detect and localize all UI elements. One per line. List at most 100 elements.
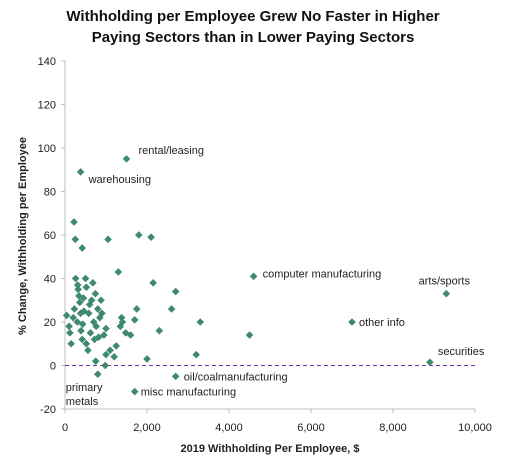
data-point xyxy=(426,358,434,367)
y-tick-label: 0 xyxy=(50,361,56,373)
x-tick-label: 8,000 xyxy=(379,422,407,434)
data-point xyxy=(112,342,121,350)
chart-title-line-1: Withholding per Employee Grew No Faster … xyxy=(66,8,439,25)
data-point xyxy=(106,346,114,355)
annotation-label: oil/coalmanufacturing xyxy=(184,371,288,383)
data-point xyxy=(130,387,139,396)
data-point xyxy=(71,274,80,283)
data-point xyxy=(91,357,100,365)
data-point xyxy=(86,329,95,337)
data-point xyxy=(94,305,102,313)
data-point xyxy=(167,305,176,313)
data-point xyxy=(102,324,110,333)
data-point xyxy=(121,329,130,337)
chart-title-line-2: Paying Sectors than in Lower Paying Sect… xyxy=(92,29,415,46)
data-point xyxy=(130,316,139,324)
data-point xyxy=(73,281,82,289)
y-tick-label: 100 xyxy=(38,143,56,155)
annotation-label: misc manufacturing xyxy=(141,387,236,399)
data-point xyxy=(97,296,105,305)
data-point xyxy=(74,285,82,294)
data-point xyxy=(76,168,85,176)
annotation-label: rental/leasing xyxy=(139,145,204,157)
data-point xyxy=(78,320,87,328)
y-tick-label: 60 xyxy=(44,230,56,242)
annotation-label: arts/sports xyxy=(419,276,471,288)
data-point xyxy=(114,268,123,276)
annotation-label: metals xyxy=(66,396,99,408)
data-point xyxy=(104,235,112,244)
data-point xyxy=(91,289,100,298)
data-point xyxy=(147,233,155,241)
x-tick-label: 2,000 xyxy=(133,422,161,434)
x-tick-label: 6,000 xyxy=(297,422,325,434)
data-point xyxy=(126,331,135,339)
data-point xyxy=(110,353,118,361)
data-point xyxy=(75,298,84,307)
data-point xyxy=(77,326,85,335)
axes: -20 0 20 40 60 80 100 120 140 0 2,000 4,000 6,000 8,0… xyxy=(38,56,492,434)
data-point xyxy=(98,309,106,318)
data-point xyxy=(94,333,103,342)
data-point xyxy=(442,289,451,298)
data-point xyxy=(245,331,254,339)
x-tick-label: 0 xyxy=(62,422,68,434)
annotations: rental/leasing warehousing computer manufa… xyxy=(66,145,485,408)
data-point xyxy=(69,313,77,322)
data-point xyxy=(67,339,75,348)
data-point xyxy=(92,322,100,331)
data-point xyxy=(66,329,74,337)
data-point xyxy=(82,339,91,348)
y-tick-label: 120 xyxy=(38,100,56,112)
data-point xyxy=(71,235,80,244)
y-tick-label: 40 xyxy=(44,274,56,286)
data-point xyxy=(65,322,73,331)
data-point xyxy=(94,370,102,378)
y-axis-title: % Change, Withholding per Employee xyxy=(17,137,29,335)
data-point xyxy=(84,309,93,318)
annotation-label: securities xyxy=(438,346,485,358)
data-point xyxy=(78,244,87,252)
data-point xyxy=(143,355,151,363)
y-tick-label: -20 xyxy=(40,404,56,416)
data-point xyxy=(249,272,258,281)
data-point xyxy=(171,287,180,296)
annotation-label: other info xyxy=(359,317,405,329)
data-point xyxy=(122,155,131,163)
data-point xyxy=(87,296,96,305)
data-point xyxy=(135,231,143,239)
data-point xyxy=(132,305,141,313)
annotation-label: warehousing xyxy=(88,174,151,186)
data-point xyxy=(102,350,110,359)
data-points xyxy=(62,155,451,396)
data-point xyxy=(84,346,92,355)
data-point xyxy=(70,305,79,313)
annotation-label: primary xyxy=(66,382,103,394)
data-point xyxy=(196,318,205,326)
data-point xyxy=(75,292,83,300)
data-point xyxy=(70,218,78,226)
y-tick-label: 20 xyxy=(44,317,56,329)
data-point xyxy=(348,318,356,326)
data-point xyxy=(192,350,200,359)
data-point xyxy=(101,361,109,370)
data-point xyxy=(82,283,91,291)
x-tick-label: 4,000 xyxy=(215,422,243,434)
data-point xyxy=(149,279,157,287)
y-tick-label: 140 xyxy=(38,56,56,68)
data-point xyxy=(81,274,90,283)
annotation-label: computer manufacturing xyxy=(263,268,382,280)
data-point xyxy=(78,335,87,344)
data-point xyxy=(62,311,71,320)
data-point xyxy=(85,300,94,309)
x-axis-title: 2019 Withholding Per Employee, $ xyxy=(180,443,359,455)
data-point xyxy=(100,331,108,339)
data-point xyxy=(116,322,125,331)
x-tick-label: 10,000 xyxy=(458,422,492,434)
data-point xyxy=(89,279,97,287)
data-point xyxy=(155,326,164,335)
data-point xyxy=(117,313,126,322)
y-tick-label: 80 xyxy=(44,187,56,199)
data-point xyxy=(171,372,180,381)
